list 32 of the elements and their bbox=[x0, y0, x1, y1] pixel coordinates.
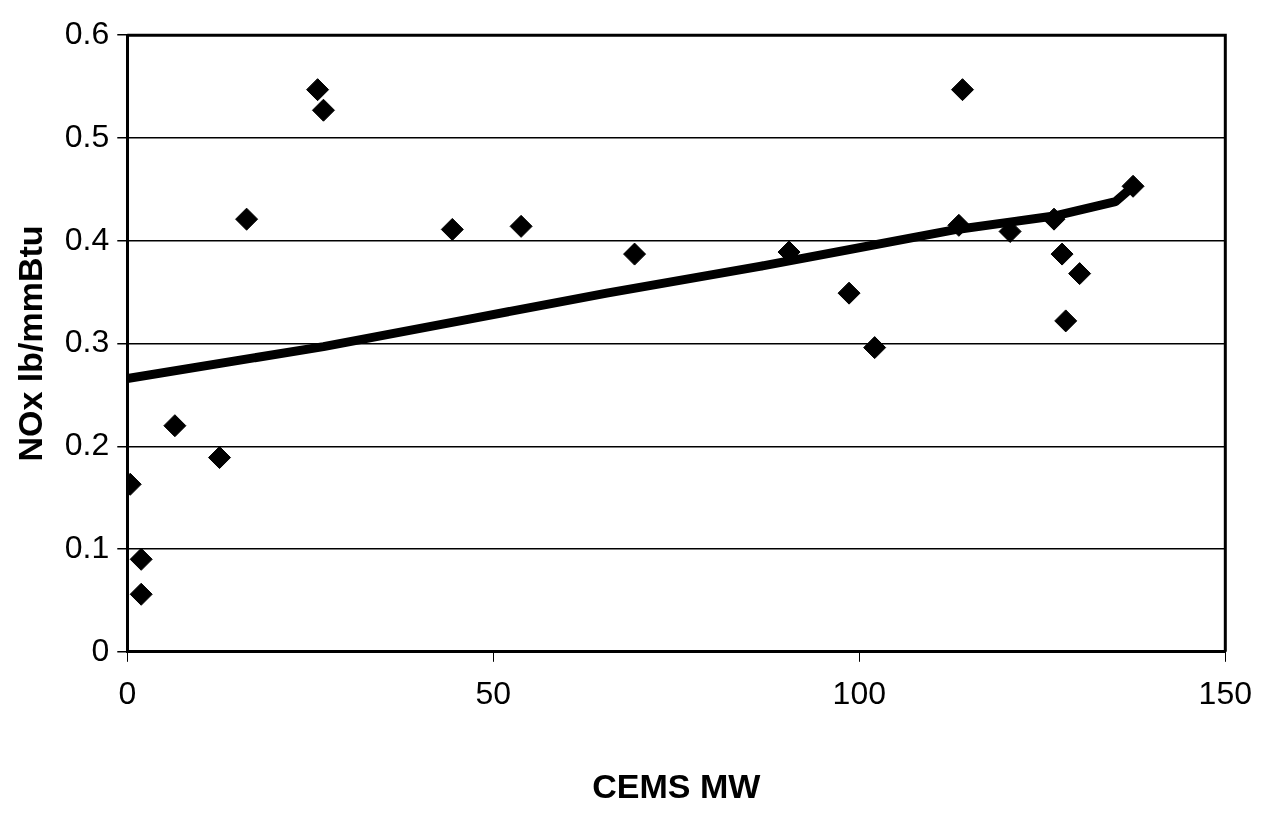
y-axis-title: NOx lb/mmBtu bbox=[10, 225, 49, 462]
y-tick-label: 0.6 bbox=[64, 15, 110, 52]
point bbox=[947, 213, 971, 237]
point bbox=[1050, 242, 1074, 266]
point bbox=[623, 242, 647, 266]
y-tick-label: 0.4 bbox=[64, 220, 110, 257]
point bbox=[1054, 309, 1078, 333]
point bbox=[1121, 174, 1145, 198]
x-tick-label: 100 bbox=[832, 674, 886, 711]
point bbox=[863, 336, 887, 360]
point bbox=[311, 98, 335, 122]
point bbox=[129, 547, 153, 571]
y-tick-label: 0.5 bbox=[64, 117, 110, 154]
x-tick-label: 150 bbox=[1198, 674, 1252, 711]
x-tick-label: 50 bbox=[475, 674, 512, 711]
y-tick-label: 0.3 bbox=[64, 323, 110, 360]
point bbox=[306, 78, 330, 102]
point bbox=[129, 582, 153, 606]
x-axis-title: CEMS MW bbox=[592, 766, 762, 805]
point bbox=[837, 281, 861, 305]
x-tick-label: 0 bbox=[118, 674, 137, 711]
point bbox=[235, 207, 259, 231]
point bbox=[208, 446, 232, 470]
y-tick-label: 0.2 bbox=[64, 426, 110, 463]
point bbox=[440, 217, 464, 241]
point bbox=[163, 414, 187, 438]
y-tick-label: 0.1 bbox=[64, 528, 110, 565]
point bbox=[1042, 207, 1066, 231]
point bbox=[951, 78, 975, 102]
y-tick-label: 0 bbox=[91, 631, 110, 668]
point bbox=[1068, 262, 1092, 286]
point bbox=[509, 214, 533, 238]
